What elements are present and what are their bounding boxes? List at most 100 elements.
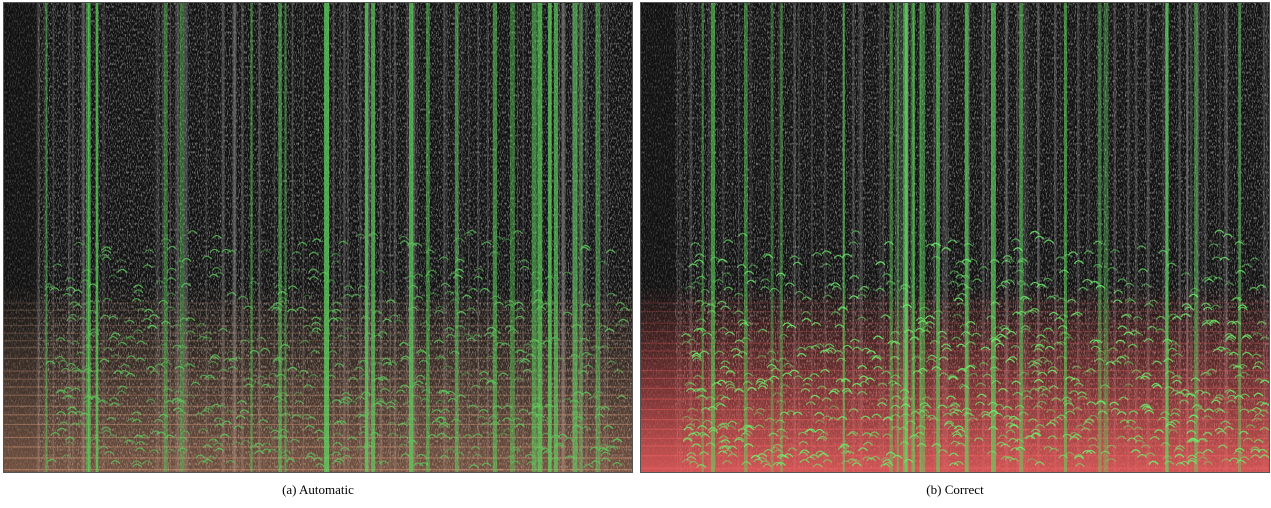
harmonic-blob: [690, 418, 701, 423]
harmonic-blob: [72, 289, 83, 294]
harmonic-blob: [1256, 321, 1267, 326]
harmonic-blob: [772, 392, 783, 397]
harmonic-blob: [176, 410, 187, 415]
harmonic-blob: [249, 445, 260, 450]
harmonic-blob: [1217, 444, 1228, 449]
harmonic-blob: [917, 410, 928, 415]
harmonic-blob: [423, 273, 434, 279]
harmonic-blob: [775, 399, 786, 404]
harmonic-blob: [500, 342, 511, 347]
harmonic-blob: [1130, 449, 1141, 454]
harmonic-blob: [1170, 407, 1181, 413]
harmonic-blob: [487, 432, 498, 437]
harmonic-blob: [518, 408, 529, 413]
harmonic-blob: [1226, 320, 1237, 325]
harmonic-blob: [989, 366, 1000, 371]
harmonic-blob: [1126, 299, 1137, 304]
harmonic-blob: [190, 381, 201, 386]
harmonic-blob: [181, 282, 192, 287]
harmonic-blob: [361, 391, 372, 396]
harmonic-blob: [890, 414, 901, 419]
harmonic-blob: [435, 305, 446, 310]
harmonic-blob: [1048, 419, 1059, 424]
harmonic-blob: [1122, 313, 1133, 318]
harmonic-blob: [1140, 375, 1151, 380]
harmonic-blob: [136, 340, 147, 345]
harmonic-blob: [697, 395, 708, 400]
harmonic-blob: [149, 449, 160, 454]
harmonic-blob: [734, 436, 745, 442]
harmonic-blob: [287, 366, 298, 371]
harmonic-blob: [58, 421, 69, 426]
harmonic-blob: [804, 429, 815, 434]
harmonic-blob: [917, 367, 928, 372]
harmonic-blob: [727, 420, 738, 425]
harmonic-blob: [816, 437, 827, 442]
harmonic-blob: [382, 318, 393, 323]
harmonic-blob: [598, 325, 609, 330]
harmonic-blob: [1185, 393, 1196, 398]
harmonic-blob: [358, 414, 369, 419]
harmonic-blob: [875, 287, 886, 292]
harmonic-blob: [421, 389, 432, 394]
harmonic-blob: [1110, 249, 1121, 254]
harmonic-blob: [373, 461, 384, 466]
harmonic-blob: [1062, 433, 1073, 438]
harmonic-blob: [531, 402, 542, 407]
harmonic-blob: [132, 463, 143, 468]
harmonic-blob: [613, 369, 624, 374]
harmonic-blob: [479, 371, 490, 376]
harmonic-blob: [958, 434, 969, 439]
harmonic-blob: [717, 450, 728, 455]
harmonic-blob: [1145, 452, 1156, 457]
harmonic-blob: [525, 353, 536, 358]
harmonic-blob: [1202, 306, 1213, 311]
harmonic-blob: [748, 264, 759, 269]
harmonic-blob: [833, 350, 844, 355]
harmonic-blob: [1110, 407, 1121, 412]
harmonic-blob: [203, 407, 214, 413]
harmonic-blob: [357, 285, 368, 290]
harmonic-blob: [358, 425, 369, 430]
harmonic-blob: [1124, 297, 1135, 303]
harmonic-blob: [1168, 429, 1179, 434]
harmonic-blob: [513, 301, 524, 306]
harmonic-blob: [1002, 415, 1013, 420]
harmonic-blob: [536, 306, 547, 311]
harmonic-blob: [959, 385, 970, 390]
harmonic-blob: [691, 352, 702, 357]
harmonic-blob: [796, 352, 807, 358]
harmonic-blob: [987, 450, 998, 455]
harmonic-blob: [562, 398, 573, 403]
harmonic-blob: [518, 360, 529, 365]
harmonic-blob: [280, 454, 291, 459]
harmonic-blob: [1099, 384, 1111, 389]
harmonic-blob: [996, 284, 1007, 289]
harmonic-blob: [248, 280, 259, 285]
harmonic-blob: [489, 251, 500, 256]
harmonic-blob: [398, 435, 409, 440]
harmonic-blob: [914, 431, 925, 436]
harmonic-blob: [961, 407, 972, 412]
harmonic-blob: [449, 298, 460, 303]
harmonic-blob: [937, 449, 948, 454]
harmonic-blob: [1078, 286, 1089, 291]
harmonic-blob: [957, 292, 968, 298]
harmonic-blob: [231, 356, 242, 361]
harmonic-blob: [915, 425, 926, 430]
harmonic-blob: [1202, 415, 1213, 420]
harmonic-blob: [1017, 257, 1028, 262]
harmonic-blob: [60, 367, 71, 372]
harmonic-blob: [314, 463, 325, 468]
harmonic-blob: [1011, 380, 1022, 385]
low-band: [4, 3, 632, 472]
harmonic-blob: [1214, 394, 1225, 399]
harmonic-blob: [399, 240, 410, 245]
harmonic-blob: [1000, 455, 1011, 460]
harmonic-blob: [997, 434, 1008, 439]
harmonic-blob: [606, 292, 617, 297]
harmonic-blob: [778, 357, 789, 362]
harmonic-blob: [1056, 297, 1067, 302]
harmonic-blob: [267, 372, 278, 377]
harmonic-blob: [835, 378, 846, 383]
